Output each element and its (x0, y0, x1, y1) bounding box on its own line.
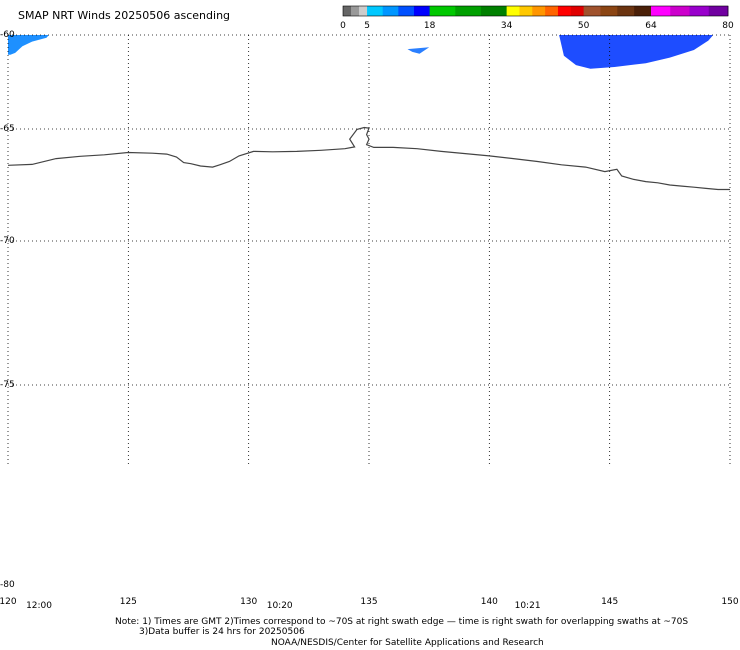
lon-label: 125 (119, 597, 137, 607)
lon-label: 130 (240, 597, 258, 607)
scale-swatch-5-0 (651, 6, 671, 16)
scale-tick-label: 0 (340, 21, 346, 31)
note-line-2: 3)Data buffer is 24 hrs for 20250506 (139, 627, 305, 637)
lat-label: -70 (0, 236, 15, 246)
lat-label: -65 (0, 124, 15, 134)
scale-swatch-1-0 (367, 6, 384, 16)
lat-lon-grid (7, 34, 731, 465)
wind-swath-2 (559, 35, 714, 69)
scale-tick-label: 18 (423, 21, 436, 31)
note-line-1: Note: 1) Times are GMT 2)Times correspon… (115, 617, 689, 627)
scale-swatch-3-5 (570, 6, 585, 16)
swath-time-label: 10:21 (514, 601, 541, 611)
antarctic-coastline (7, 126, 730, 191)
scale-tick-label: 50 (577, 21, 590, 31)
wind-swaths (8, 35, 714, 69)
scale-tick-label: 80 (722, 21, 734, 31)
wind-swath-1 (407, 47, 430, 54)
lon-label: 135 (360, 597, 378, 607)
scale-swatch-2-0 (429, 6, 456, 16)
scale-swatch-3-0 (506, 6, 520, 16)
scale-swatch-2-2 (480, 6, 508, 16)
lat-label: -75 (0, 380, 15, 390)
scale-swatch-1-1 (382, 6, 399, 16)
swath-time-label: 12:00 (26, 601, 52, 611)
lat-label: -60 (0, 30, 15, 40)
map-title: SMAP NRT Winds 20250506 ascending (18, 9, 231, 22)
wind-swath-0 (8, 35, 49, 55)
color-scale-bar (342, 5, 729, 17)
scale-swatch-3-4 (557, 6, 572, 16)
scale-swatch-1-3 (413, 6, 431, 16)
scale-swatch-5-2 (689, 6, 710, 16)
note-line-3: NOAA/NESDIS/Center for Satellite Applica… (271, 638, 544, 648)
scale-swatch-4-1 (600, 6, 618, 16)
scale-swatch-4-0 (583, 6, 601, 16)
lon-label: 140 (480, 597, 498, 607)
scale-swatch-1-2 (398, 6, 415, 16)
scale-swatch-3-3 (545, 6, 559, 16)
scale-swatch-3-2 (532, 6, 546, 16)
coastline (7, 126, 730, 191)
scale-swatch-0-2 (359, 6, 368, 16)
scale-tick-label: 64 (645, 21, 657, 31)
scale-swatch-2-1 (455, 6, 482, 16)
scale-bar-frame (342, 5, 729, 17)
scale-swatch-5-1 (670, 6, 690, 16)
swath-time-label: 10:20 (266, 601, 293, 611)
scale-swatch-5-3 (708, 6, 729, 16)
scale-swatch-0-0 (343, 6, 352, 16)
scale-swatch-4-3 (634, 6, 652, 16)
lat-label: -80 (0, 580, 15, 590)
scale-swatch-4-2 (617, 6, 635, 16)
scale-swatch-0-1 (351, 6, 360, 16)
scale-tick-label: 5 (364, 21, 370, 31)
lon-label: 145 (601, 597, 619, 607)
lon-label: 150 (721, 597, 739, 607)
scale-swatch-3-1 (519, 6, 533, 16)
scale-tick-label: 34 (500, 21, 513, 31)
lon-label: 120 (0, 597, 17, 607)
